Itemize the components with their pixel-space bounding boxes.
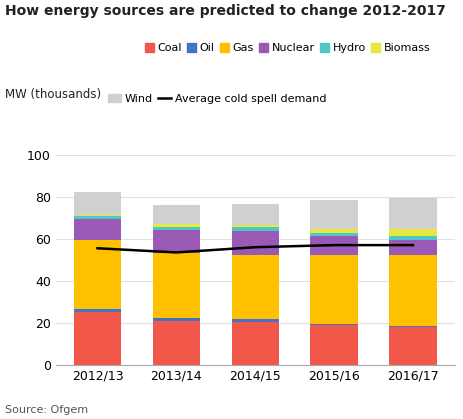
Bar (231, 231, 278, 255)
Bar (152, 230, 200, 253)
Bar (74, 312, 121, 365)
Bar (74, 215, 121, 216)
Bar (152, 318, 200, 321)
Bar (231, 319, 278, 322)
Bar (152, 224, 200, 227)
Legend: Coal, Oil, Gas, Nuclear, Hydro, Biomass: Coal, Oil, Gas, Nuclear, Hydro, Biomass (145, 43, 429, 53)
Bar (388, 230, 436, 235)
Bar (310, 233, 357, 235)
Bar (231, 228, 278, 231)
Bar (74, 309, 121, 312)
Bar (388, 240, 436, 255)
Bar (310, 325, 357, 365)
Bar (231, 204, 278, 225)
Bar (74, 240, 121, 309)
Bar (310, 200, 357, 230)
Bar (388, 198, 436, 230)
Bar (231, 322, 278, 365)
Bar (152, 253, 200, 318)
Bar (388, 235, 436, 240)
Bar (388, 327, 436, 365)
Bar (231, 254, 278, 319)
Bar (74, 219, 121, 240)
Bar (152, 205, 200, 224)
Bar (74, 216, 121, 219)
Bar (310, 230, 357, 233)
Bar (388, 326, 436, 327)
Bar (74, 192, 121, 215)
Bar (310, 254, 357, 323)
Text: How energy sources are predicted to change 2012-2017: How energy sources are predicted to chan… (5, 4, 444, 18)
Text: MW (thousands): MW (thousands) (5, 88, 100, 101)
Legend: Wind, Average cold spell demand: Wind, Average cold spell demand (107, 93, 325, 103)
Text: Source: Ofgem: Source: Ofgem (5, 405, 88, 415)
Bar (231, 225, 278, 227)
Bar (152, 227, 200, 230)
Bar (152, 321, 200, 365)
Bar (388, 255, 436, 326)
Bar (310, 235, 357, 255)
Bar (310, 323, 357, 325)
